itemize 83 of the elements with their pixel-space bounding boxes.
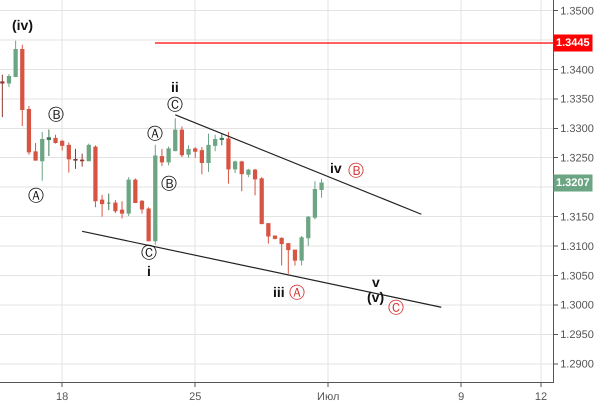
x-tick-label: 18 <box>56 391 68 402</box>
candlestick <box>80 153 84 168</box>
candlestick <box>260 176 264 225</box>
candlestick <box>206 133 211 172</box>
candlestick <box>292 249 298 266</box>
candlestick <box>220 134 224 146</box>
y-tick-label: 1.3400 <box>560 64 594 76</box>
y-tick-label: 1.3500 <box>560 5 594 18</box>
annotation: (iv) <box>12 17 33 33</box>
candlestick <box>133 178 138 204</box>
candlestick <box>299 236 304 266</box>
candlestick <box>20 44 24 126</box>
candlestick <box>166 146 171 166</box>
candlestick <box>186 144 191 158</box>
candlestick <box>126 176 131 217</box>
candlestick <box>240 160 244 192</box>
candlestick <box>93 144 98 208</box>
annotation: i <box>147 263 151 279</box>
candlestick <box>226 131 231 184</box>
candlestick <box>0 74 4 118</box>
candlestick <box>173 118 178 152</box>
candlestick <box>272 234 278 240</box>
candlestick <box>33 142 38 162</box>
candlestick <box>26 105 32 156</box>
y-tick-label: 1.2950 <box>560 329 594 342</box>
annotation: Ⓒ <box>388 298 404 317</box>
candlestick <box>306 216 310 247</box>
candlestick <box>6 74 12 88</box>
annotation: Ⓐ <box>28 186 44 205</box>
candlestick <box>100 194 104 218</box>
candlestick <box>160 148 164 166</box>
candlestick <box>53 134 58 144</box>
candlestick <box>86 143 91 162</box>
x-tick-label: 9 <box>458 391 464 402</box>
x-tick-label: 25 <box>189 391 202 402</box>
annotation: Ⓑ <box>48 105 64 124</box>
x-tick-label: Июл <box>317 391 340 402</box>
y-tick-label: 1.3250 <box>560 152 594 165</box>
annotation: iv <box>330 160 342 176</box>
candlestick <box>280 236 284 266</box>
annotation: Ⓑ <box>161 174 177 193</box>
candlestick <box>14 40 18 78</box>
candlestick <box>60 140 64 152</box>
annotation: Ⓑ <box>348 161 364 180</box>
y-tick-label: 1.3100 <box>560 240 594 253</box>
candlestick <box>40 131 44 182</box>
candlestick <box>73 148 78 170</box>
candlestick <box>200 146 204 175</box>
text: 1.3207 <box>556 177 590 189</box>
candlestick <box>312 180 318 220</box>
candlestick <box>266 222 270 244</box>
annotation: iii <box>273 284 285 300</box>
candlestick <box>113 200 118 214</box>
ref-line-label: 1.3445 <box>556 37 590 49</box>
candlestick <box>232 160 238 174</box>
candlestick <box>153 144 158 246</box>
y-tick-label: 1.2900 <box>560 358 594 371</box>
y-tick-label: 1.3150 <box>560 211 594 224</box>
candlestick <box>193 146 198 158</box>
candlestick <box>66 142 71 173</box>
annotation: Ⓒ <box>167 95 183 114</box>
annotation: Ⓒ <box>141 243 157 262</box>
candlestick <box>180 126 184 158</box>
candlestick <box>252 168 258 196</box>
annotation: Ⓐ <box>289 283 305 302</box>
y-tick-label: 1.3000 <box>560 300 594 312</box>
annotation: (v) <box>367 289 384 305</box>
annotation: ii <box>171 79 179 95</box>
y-tick-label: 1.3050 <box>560 270 594 282</box>
candlestick <box>140 200 144 214</box>
annotation: v <box>372 274 380 290</box>
y-tick-label: 1.3300 <box>560 123 594 136</box>
candlestick <box>46 128 52 156</box>
candlestick <box>120 200 124 219</box>
candlestick <box>213 134 218 152</box>
candlestick <box>146 206 151 242</box>
candlestick <box>246 168 251 178</box>
annotation: Ⓐ <box>147 124 163 143</box>
candlestick <box>106 193 111 211</box>
x-tick-label: 12 <box>534 391 548 402</box>
candlestick <box>286 242 290 274</box>
candlestick <box>319 178 324 198</box>
y-tick-label: 1.3350 <box>560 94 594 106</box>
